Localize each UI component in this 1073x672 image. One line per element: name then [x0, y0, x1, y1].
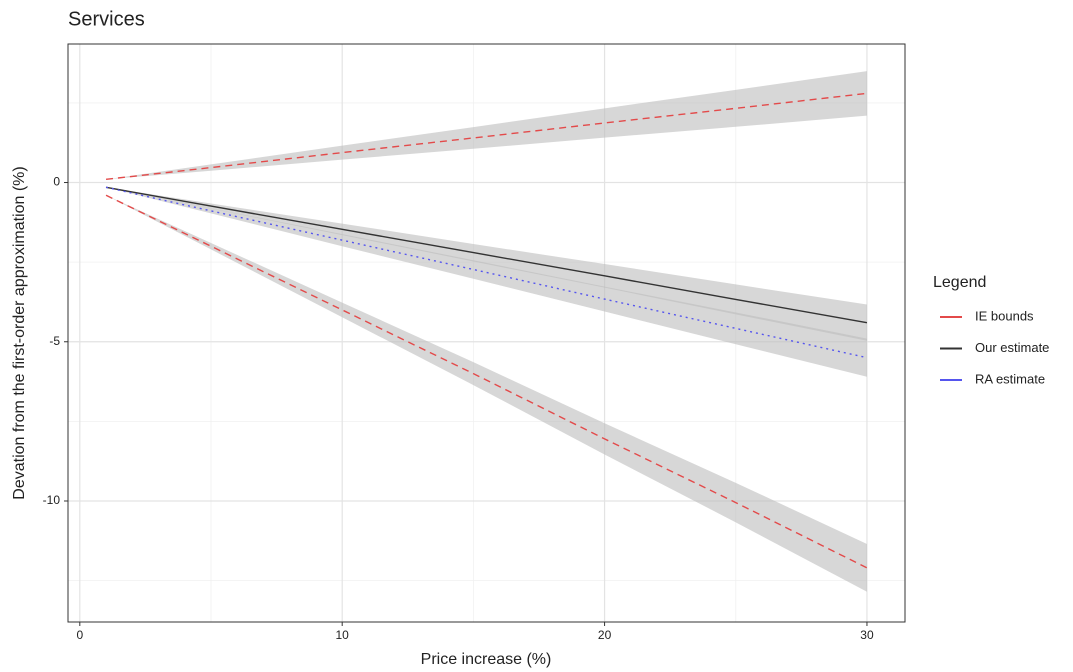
- series-line: [105, 194, 868, 569]
- y-tick-label: 0: [53, 175, 60, 189]
- confidence-band: [106, 71, 867, 180]
- x-tick-label: 20: [598, 628, 612, 642]
- series-line: [105, 186, 868, 324]
- legend-label: Our estimate: [975, 340, 1049, 355]
- y-axis-label: Devation from the first-order approximat…: [11, 166, 28, 499]
- x-tick-label: 30: [860, 628, 874, 642]
- x-tick-label: 10: [336, 628, 350, 642]
- y-tick-label: -10: [43, 493, 61, 507]
- plot-border: [67, 43, 906, 623]
- confidence-band: [106, 187, 867, 377]
- x-axis-label: Price increase (%): [421, 651, 552, 668]
- legend-label: IE bounds: [975, 308, 1034, 323]
- x-tick-label: 0: [76, 628, 83, 642]
- chart-title: Services: [68, 8, 145, 30]
- y-tick-label: -5: [49, 334, 60, 348]
- legend-label: RA estimate: [975, 371, 1045, 386]
- legend-title: Legend: [933, 274, 986, 291]
